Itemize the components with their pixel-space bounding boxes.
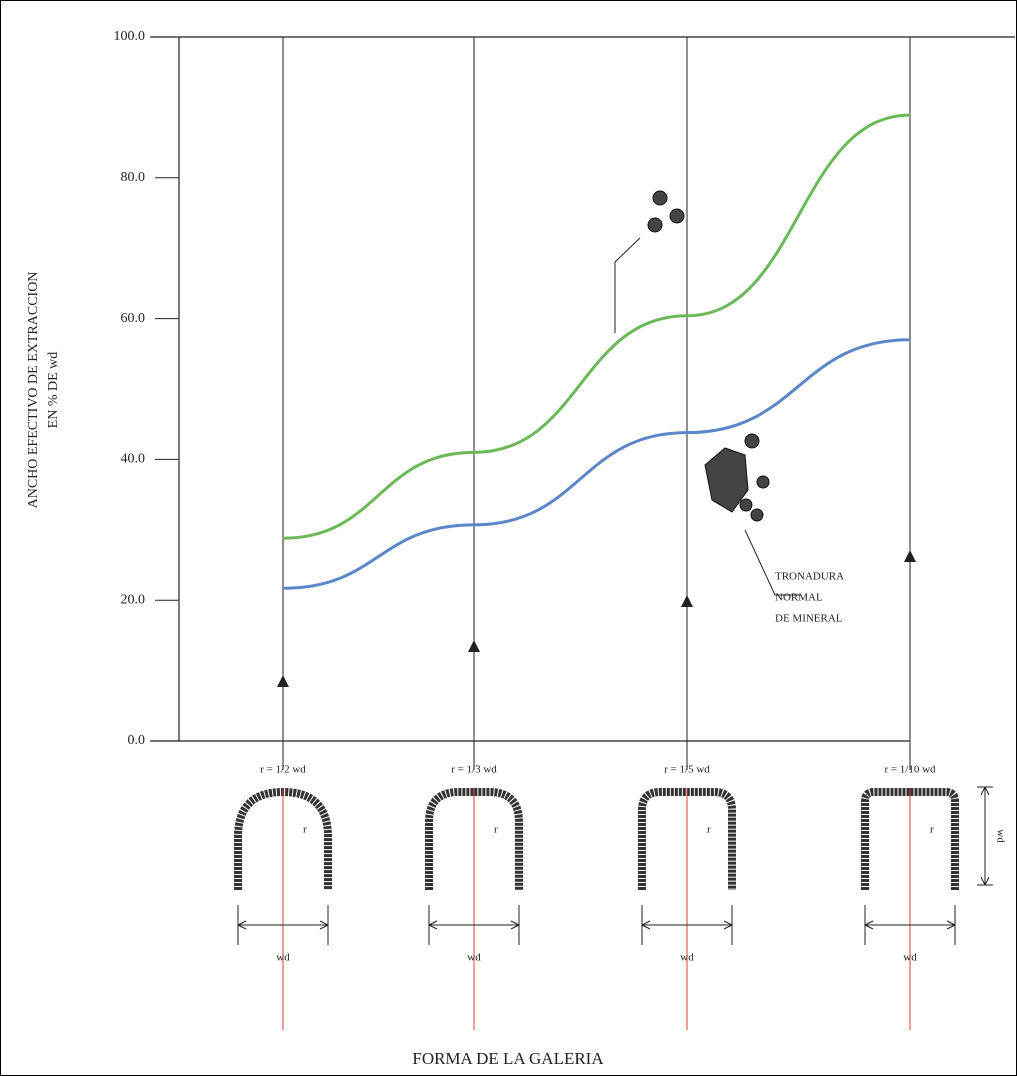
chart: ANCHO EFECTIVO DE EXTRACCION EN % DE wd … [0, 0, 1017, 1076]
arrow-head [277, 675, 289, 687]
height-dimension [977, 787, 993, 885]
category-label: r = 1/3 wd [451, 764, 497, 776]
arrow-head [904, 550, 916, 562]
width-label: wd [276, 952, 290, 964]
y-tick-label: 100.0 [114, 29, 146, 44]
height-label: wd [994, 829, 1006, 843]
series-line [283, 115, 910, 538]
arrow-head [681, 595, 693, 607]
leader-line [615, 238, 640, 333]
category-label: r = 1/5 wd [664, 764, 710, 776]
annotation: DE MINERAL [775, 613, 843, 625]
radius-label: r [707, 824, 711, 836]
y-tick-label: 20.0 [121, 592, 146, 607]
radius-label: r [494, 824, 498, 836]
y-tick-label: 60.0 [121, 311, 146, 326]
width-label: wd [680, 952, 694, 964]
y-tick-label: 80.0 [121, 170, 146, 185]
category-label: r = 1/10 wd [884, 764, 936, 776]
y-tick-label: 0.0 [128, 733, 146, 748]
annotation: TRONADURA [775, 571, 844, 583]
annotation: NORMAL [775, 592, 823, 604]
width-label: wd [467, 952, 481, 964]
radius-label: r [930, 824, 934, 836]
y-tick-label: 40.0 [121, 452, 146, 467]
series-line [283, 340, 910, 589]
width-label: wd [903, 952, 917, 964]
rocks [648, 191, 769, 521]
y-axis-label: ANCHO EFECTIVO DE EXTRACCION [26, 272, 41, 509]
y-axis-sublabel: EN % DE wd [46, 352, 61, 429]
leader-line [745, 530, 800, 595]
frame [1, 1, 1017, 1076]
radius-label: r [303, 824, 307, 836]
x-axis-label: FORMA DE LA GALERIA [412, 1049, 604, 1068]
category-label: r = 1/2 wd [260, 764, 306, 776]
arrow-head [468, 640, 480, 652]
